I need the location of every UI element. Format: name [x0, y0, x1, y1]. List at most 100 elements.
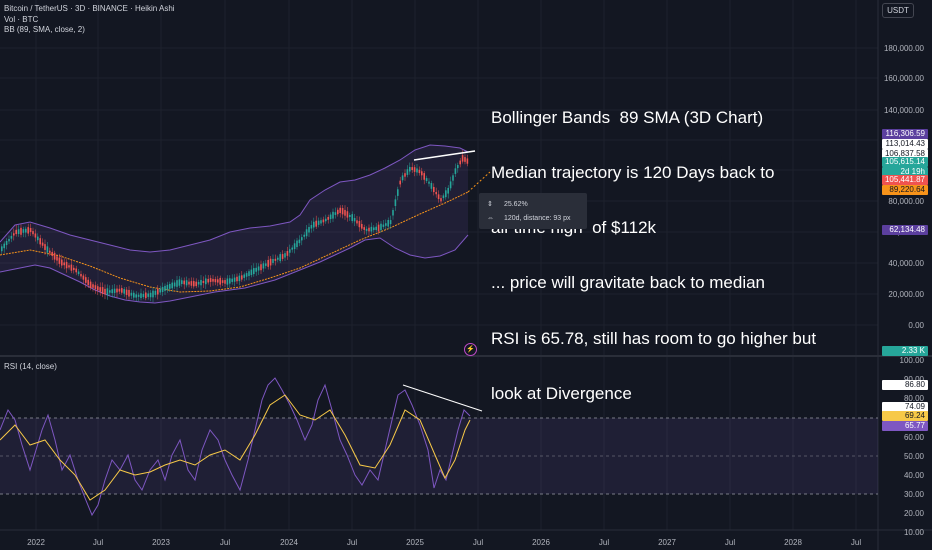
candle [133, 292, 135, 298]
candle [224, 280, 226, 284]
candle [281, 254, 284, 259]
volume-indicator-label[interactable]: Vol · BTC [4, 15, 39, 24]
candle [152, 290, 154, 298]
candle [380, 223, 382, 231]
rsi-tag-divergence: 86.80 [882, 380, 928, 390]
candle [85, 277, 87, 283]
candle [305, 229, 308, 237]
candle [32, 231, 34, 235]
candle [207, 278, 209, 283]
candle [341, 208, 344, 215]
price-tag-open: 105,441.87 [881, 175, 928, 185]
bollinger-basis [0, 191, 469, 293]
basis-projection [467, 171, 491, 193]
symbol-title[interactable]: Bitcoin / TetherUS · 3D · BINANCE · Heik… [4, 4, 175, 13]
candle [284, 253, 286, 258]
time-label: Jul [850, 538, 862, 547]
candle [385, 223, 387, 226]
candle [140, 293, 142, 299]
candle [217, 279, 219, 283]
candle [397, 189, 399, 196]
candle [104, 288, 106, 295]
time-label: Jul [346, 538, 358, 547]
candle [101, 287, 104, 294]
candle [183, 280, 185, 285]
annotation-line: look at Divergence [491, 383, 632, 403]
candle [65, 261, 68, 269]
price-tick: 40,000.00 [888, 259, 924, 268]
candle [406, 169, 409, 175]
candle [329, 214, 332, 220]
candle [387, 219, 389, 227]
bollinger-indicator-label[interactable]: BB (89, SMA, close, 2) [4, 25, 85, 34]
candle [219, 277, 221, 285]
candle [449, 181, 452, 189]
price-tag-lower-band: 62,134.48 [882, 225, 928, 235]
candle [92, 284, 94, 288]
candle [421, 171, 423, 176]
candle [205, 278, 207, 285]
candle [238, 275, 241, 282]
rsi-indicator-label[interactable]: RSI (14, close) [4, 362, 57, 371]
price-tick: 0.00 [908, 321, 924, 330]
rsi-tick: 30.00 [903, 490, 924, 499]
lightning-icon[interactable]: ⚡ [464, 343, 477, 356]
horizontal-measure-icon: ⇔ [487, 215, 494, 222]
price-tag-basis: 89,220.64 [882, 185, 928, 195]
candle [75, 268, 77, 273]
candle [361, 223, 363, 229]
candle [416, 168, 418, 173]
candle [214, 278, 217, 283]
rsi-tick: 100.00 [899, 356, 924, 365]
countdown-tag: 2d 19h [882, 167, 928, 177]
candle [197, 282, 200, 285]
candle [370, 226, 373, 232]
candle [181, 280, 183, 284]
time-label: Jul [724, 538, 736, 547]
candle [87, 279, 89, 285]
candle [200, 279, 202, 286]
time-label: 2024 [280, 538, 298, 547]
chart-annotation[interactable]: Bollinger Bands 89 SMA (3D Chart) Median… [491, 72, 871, 422]
candle [389, 220, 392, 225]
candle [411, 167, 413, 171]
candle [267, 259, 269, 267]
candle [109, 290, 111, 293]
price-trendline[interactable] [413, 150, 476, 161]
candle [428, 181, 430, 184]
currency-button[interactable]: USDT [882, 3, 914, 18]
candle [111, 289, 113, 294]
candle [253, 268, 255, 275]
rsi-tick: 60.00 [903, 433, 924, 442]
candle [413, 167, 416, 172]
candle [289, 249, 291, 253]
candle [178, 279, 181, 286]
candle [375, 226, 377, 231]
candle [442, 195, 445, 199]
candle [46, 246, 49, 253]
candle [425, 178, 428, 181]
time-label: 2025 [406, 538, 424, 547]
candle [358, 220, 361, 228]
rsi-tick: 40.00 [903, 471, 924, 480]
candle [94, 285, 97, 290]
candle [430, 183, 433, 189]
time-label: 2026 [532, 538, 550, 547]
candle [452, 175, 454, 181]
candle [137, 294, 140, 297]
candle [1, 246, 3, 252]
candle [130, 292, 133, 296]
candle [106, 288, 109, 296]
candle [89, 281, 92, 289]
candle [418, 169, 421, 174]
candle [457, 165, 459, 169]
candle [245, 273, 248, 277]
candle [325, 218, 327, 222]
candle [464, 157, 466, 162]
candle [10, 235, 13, 239]
candle [365, 228, 368, 231]
rsi-divergence-line[interactable] [402, 384, 483, 412]
time-label: 2028 [784, 538, 802, 547]
price-tag-trendline: 106,837.58 [881, 149, 928, 159]
